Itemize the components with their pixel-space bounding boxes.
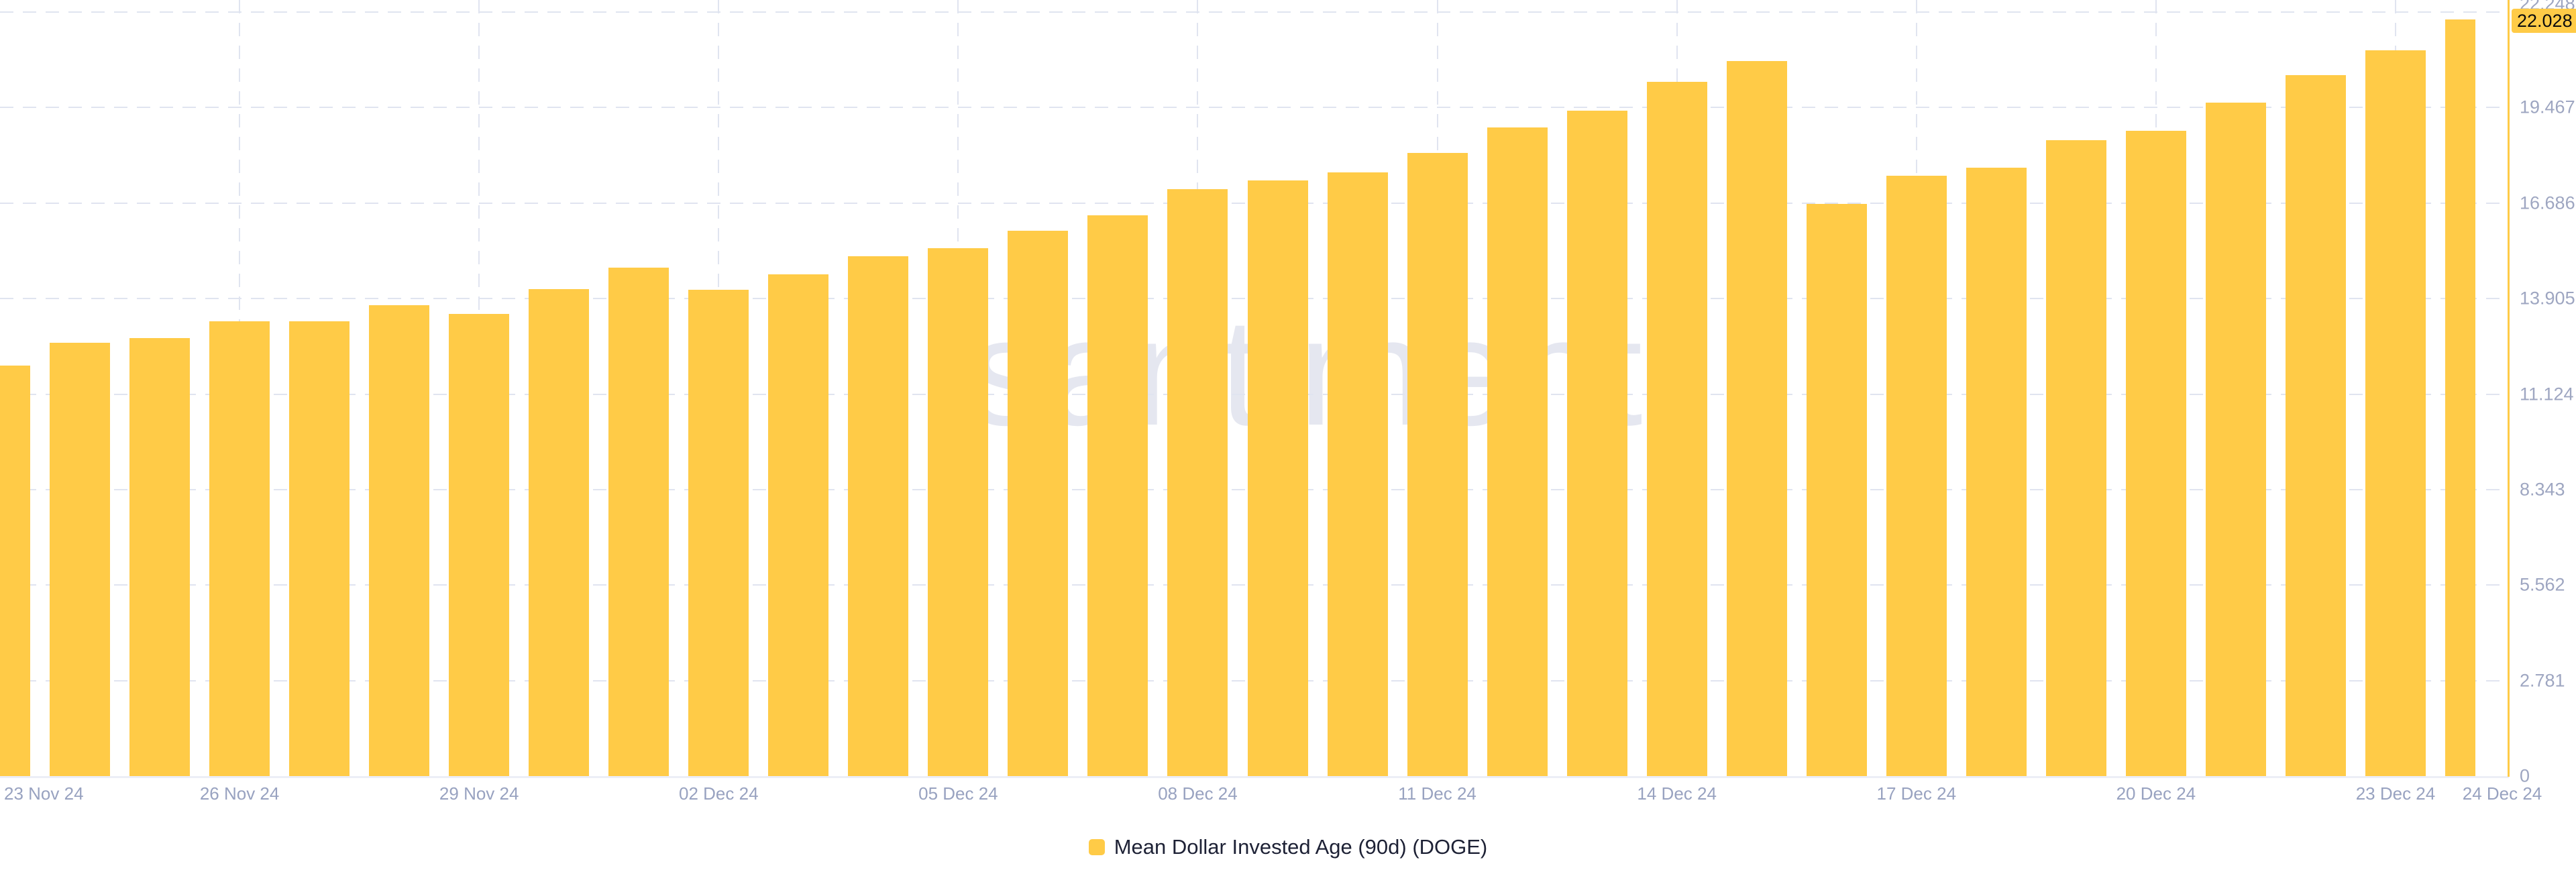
- x-tick-label: 02 Dec 24: [679, 783, 759, 804]
- x-tick-label: 20 Dec 24: [2116, 783, 2196, 804]
- bar[interactable]: [688, 289, 749, 776]
- bar[interactable]: [50, 342, 111, 776]
- legend-label[interactable]: Mean Dollar Invested Age (90d) (DOGE): [1114, 835, 1488, 859]
- bar[interactable]: [0, 365, 30, 776]
- bar[interactable]: [1407, 153, 1468, 776]
- x-tick-label: 26 Nov 24: [199, 783, 280, 804]
- x-tick-label: 23 Dec 24: [2355, 783, 2436, 804]
- bar[interactable]: [768, 274, 829, 776]
- x-tick-label: 11 Dec 24: [1398, 783, 1477, 804]
- bar[interactable]: [1087, 215, 1148, 776]
- y-tick-label: 2.781: [2520, 670, 2565, 691]
- y-tick-label: 11.124: [2520, 384, 2574, 404]
- y-tick-label: 16.686: [2520, 193, 2575, 213]
- y-axis-line: [2508, 0, 2510, 777]
- x-tick-label: 17 Dec 24: [1876, 783, 1957, 804]
- x-tick-label: 23 Nov 24: [4, 783, 84, 804]
- bar[interactable]: [2445, 19, 2475, 776]
- bar[interactable]: [2205, 102, 2266, 776]
- bar[interactable]: [1806, 203, 1867, 776]
- bar[interactable]: [1646, 81, 1707, 776]
- x-tick-label: 14 Dec 24: [1637, 783, 1717, 804]
- h-gridline: [0, 11, 2509, 13]
- bar[interactable]: [289, 321, 350, 776]
- x-tick-label: 05 Dec 24: [918, 783, 998, 804]
- bar[interactable]: [449, 314, 510, 776]
- bar[interactable]: [1167, 188, 1228, 776]
- bar[interactable]: [1008, 230, 1069, 776]
- y-tick-label: 8.343: [2520, 479, 2565, 500]
- bar[interactable]: [369, 305, 430, 776]
- h-gridline: [0, 107, 2509, 109]
- y-tick-label: 13.905: [2520, 288, 2575, 309]
- bar[interactable]: [2125, 131, 2186, 776]
- x-axis-line: [0, 776, 2509, 778]
- bar[interactable]: [1487, 127, 1548, 776]
- bar[interactable]: [1566, 111, 1627, 776]
- y-tick-label: 5.562: [2520, 574, 2565, 595]
- bar[interactable]: [129, 337, 191, 776]
- plot-area: [0, 0, 2509, 776]
- bar[interactable]: [2365, 50, 2426, 776]
- legend: Mean Dollar Invested Age (90d) (DOGE): [0, 830, 2576, 864]
- legend-swatch-icon[interactable]: [1088, 839, 1105, 855]
- bar[interactable]: [1726, 60, 1787, 776]
- x-tick-label: 29 Nov 24: [439, 783, 519, 804]
- bar[interactable]: [1886, 175, 1947, 776]
- bar[interactable]: [1966, 167, 2027, 776]
- bar[interactable]: [848, 256, 909, 776]
- y-tick-label: 19.467: [2520, 97, 2575, 117]
- last-value-badge: 22.028: [2512, 9, 2576, 33]
- bar[interactable]: [529, 288, 590, 776]
- bar[interactable]: [928, 248, 989, 776]
- bar[interactable]: [2285, 74, 2346, 776]
- bar[interactable]: [1247, 180, 1308, 776]
- x-tick-label: 24 Dec 24: [2462, 783, 2542, 804]
- bar[interactable]: [608, 267, 669, 776]
- x-tick-label: 08 Dec 24: [1158, 783, 1238, 804]
- bar[interactable]: [209, 321, 270, 776]
- bar[interactable]: [1327, 172, 1388, 776]
- y-tick-label: 0: [2520, 765, 2530, 786]
- bar[interactable]: [2045, 140, 2106, 776]
